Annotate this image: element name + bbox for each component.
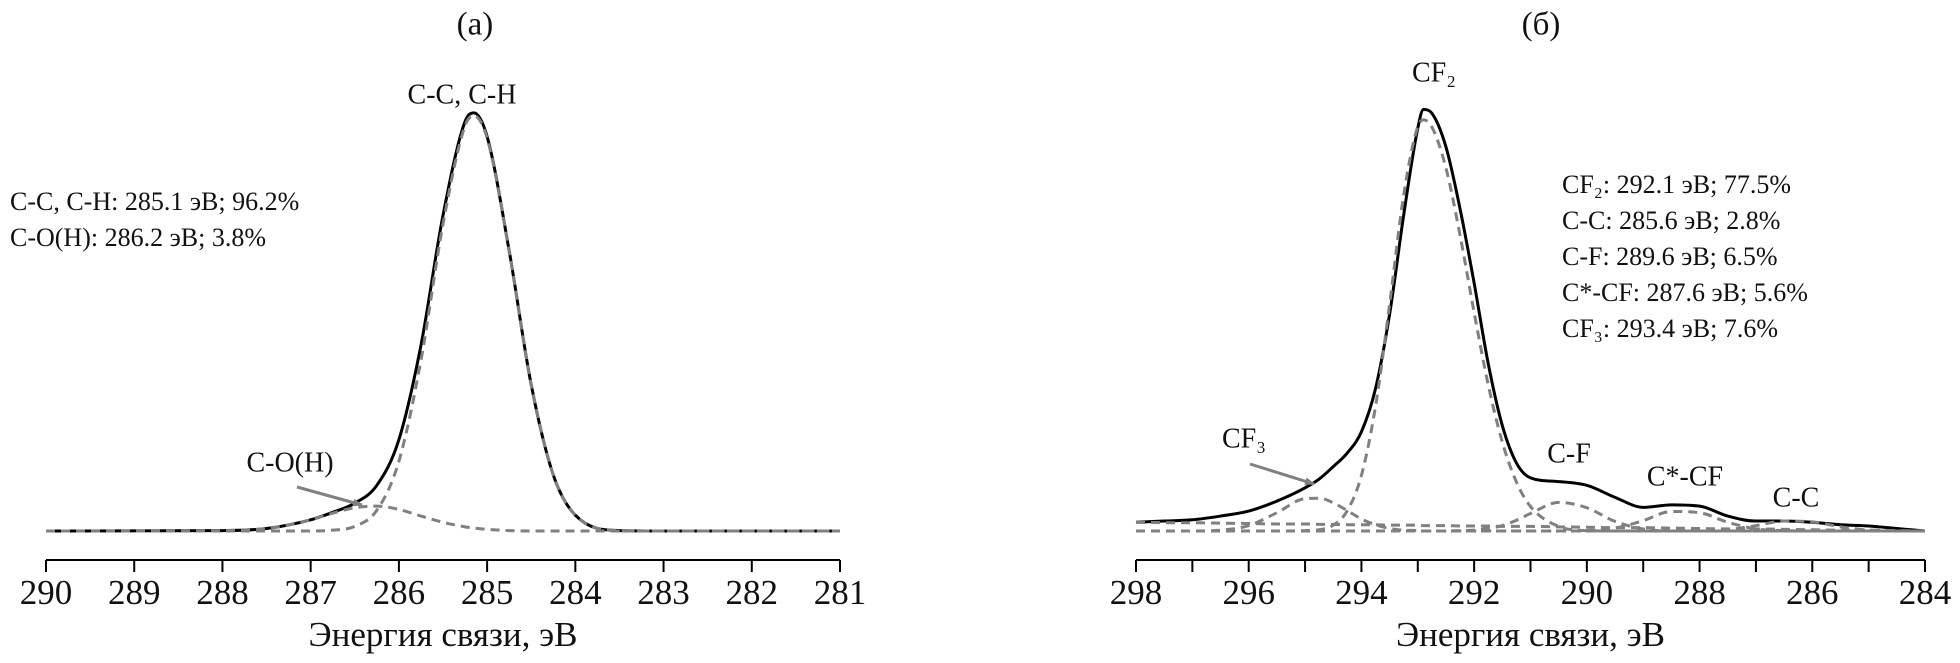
peak-label: CF₂ bbox=[1412, 57, 1456, 88]
x-tick-label: 290 bbox=[1561, 573, 1614, 612]
envelope-curve bbox=[1135, 108, 1926, 533]
x-axis-title: Энергия связи, эВ bbox=[1396, 615, 1665, 654]
component-curve bbox=[45, 504, 840, 533]
component-curve bbox=[46, 114, 840, 533]
x-tick-label: 290 bbox=[20, 573, 73, 612]
x-tick-label: 298 bbox=[1110, 573, 1163, 612]
panel-title: (б) bbox=[1522, 7, 1561, 43]
x-tick-label: 288 bbox=[1673, 573, 1726, 612]
peak-label: C-C bbox=[1773, 482, 1820, 513]
peak-label: C-F bbox=[1547, 438, 1591, 469]
x-tick-label: 286 bbox=[1786, 573, 1839, 612]
peak-label: C-C, C-H bbox=[408, 79, 517, 110]
x-tick-label: 284 bbox=[1899, 573, 1952, 612]
x-tick-label: 289 bbox=[108, 573, 161, 612]
x-axis-title: Энергия связи, эВ bbox=[309, 615, 578, 654]
fit-note: C-C: 285.6 эВ; 2.8% bbox=[1562, 206, 1780, 235]
x-tick-label: 288 bbox=[196, 573, 249, 612]
x-tick-label: 287 bbox=[284, 573, 337, 612]
fit-note: C-C, C-H: 285.1 эВ; 96.2% bbox=[10, 187, 299, 216]
component-curve bbox=[1136, 118, 1925, 533]
fit-note: C-O(H): 286.2 эВ; 3.8% bbox=[10, 223, 266, 252]
fit-note: CF₃: 293.4 эВ; 7.6% bbox=[1562, 314, 1778, 343]
envelope-curve bbox=[45, 111, 840, 533]
peak-label: C-O(H) bbox=[246, 447, 333, 478]
component-curve bbox=[1135, 520, 1926, 533]
arrow bbox=[296, 485, 363, 507]
x-tick-label: 283 bbox=[637, 573, 690, 612]
x-tick-label: 284 bbox=[549, 573, 602, 612]
x-tick-label: 282 bbox=[726, 573, 779, 612]
peak-label: C*-CF bbox=[1647, 461, 1723, 492]
x-tick-label: 286 bbox=[373, 573, 426, 612]
x-tick-label: 285 bbox=[461, 573, 514, 612]
x-tick-label: 296 bbox=[1222, 573, 1275, 612]
fit-note: CF₂: 292.1 эВ; 77.5% bbox=[1562, 170, 1791, 199]
peak-label: CF₃ bbox=[1222, 423, 1266, 454]
component-curve bbox=[1136, 496, 1925, 533]
x-tick-label: 292 bbox=[1448, 573, 1501, 612]
component-curve bbox=[1136, 519, 1925, 533]
fit-note: C-F: 289.6 эВ; 6.5% bbox=[1562, 242, 1778, 271]
arrow bbox=[1249, 462, 1315, 486]
x-tick-label: 294 bbox=[1335, 573, 1388, 612]
x-tick-label: 281 bbox=[814, 573, 867, 612]
fit-note: C*-CF: 287.6 эВ; 5.6% bbox=[1562, 278, 1808, 307]
panel-title: (а) bbox=[457, 7, 494, 43]
